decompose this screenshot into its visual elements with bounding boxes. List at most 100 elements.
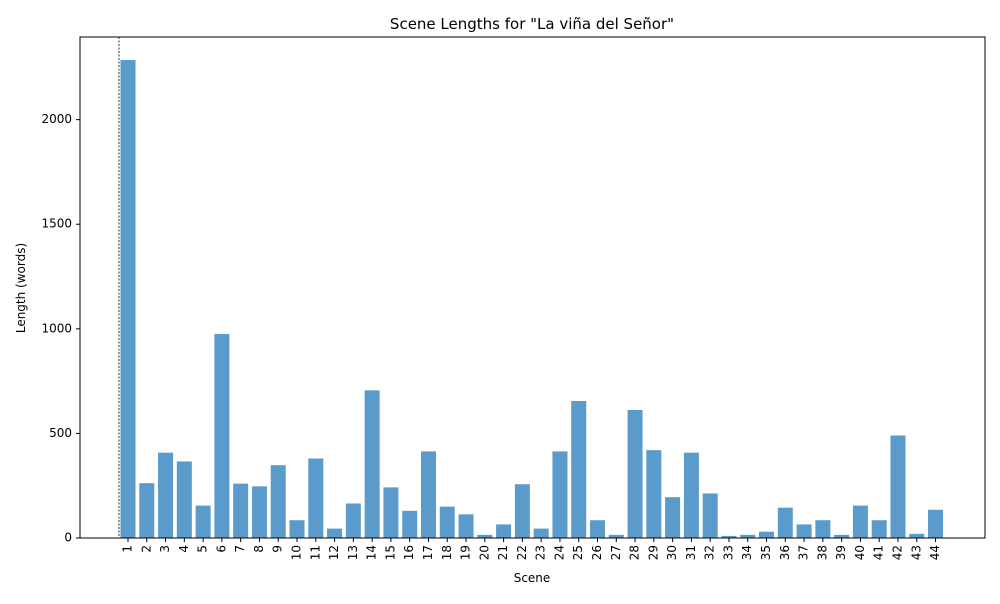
x-tick-label: 43 xyxy=(909,545,923,560)
bar-scene-19 xyxy=(458,514,474,538)
bar-scene-40 xyxy=(852,505,868,538)
bar-scene-16 xyxy=(402,510,418,538)
x-tick-label: 9 xyxy=(271,545,285,553)
y-tick-label: 500 xyxy=(49,426,72,440)
y-tick-label: 2000 xyxy=(41,112,72,126)
x-tick-label: 4 xyxy=(177,545,191,553)
x-tick-label: 31 xyxy=(684,545,698,560)
bar-scene-32 xyxy=(702,493,718,538)
x-tick-label: 8 xyxy=(252,545,266,553)
bar-scene-18 xyxy=(439,506,455,538)
bar-scene-11 xyxy=(308,458,324,538)
x-tick-label: 18 xyxy=(440,545,454,560)
x-tick-label: 24 xyxy=(552,545,566,560)
x-tick-label: 26 xyxy=(590,545,604,560)
bar-scene-25 xyxy=(571,400,587,538)
x-tick-label: 37 xyxy=(797,545,811,560)
bar-scene-23 xyxy=(533,528,549,538)
bar-scene-43 xyxy=(909,533,925,538)
x-tick-label: 1 xyxy=(121,545,135,553)
x-tick-label: 34 xyxy=(740,545,754,560)
bar-scene-21 xyxy=(496,524,512,538)
y-axis: 0 500 1000 1500 2000 xyxy=(41,112,80,545)
x-tick-label: 27 xyxy=(609,545,623,560)
x-tick-label: 25 xyxy=(571,545,585,560)
x-tick-label: 35 xyxy=(759,545,773,560)
bar-scene-35 xyxy=(759,531,775,538)
bar-scene-17 xyxy=(420,451,436,538)
chart-title: Scene Lengths for "La viña del Señor" xyxy=(390,15,674,33)
x-tick-label: 38 xyxy=(815,545,829,560)
x-tick-label: 16 xyxy=(402,545,416,560)
bar-scene-27 xyxy=(608,534,624,538)
x-tick-label: 10 xyxy=(290,545,304,560)
x-tick-label: 13 xyxy=(346,545,360,560)
x-tick-label: 39 xyxy=(834,545,848,560)
x-axis: 1 2 3 4 5 6 7 8 9 10 11 12 13 14 15 16 17 18 19 20 21 22 23 24 2… xyxy=(121,538,942,560)
bar-scene-26 xyxy=(589,520,606,538)
plot-frame xyxy=(79,36,986,539)
bar-scene-8 xyxy=(251,486,267,538)
x-tick-label: 30 xyxy=(665,545,679,560)
y-tick-label: 1500 xyxy=(41,217,72,231)
bar-scene-39 xyxy=(834,534,850,538)
y-axis-label: Length (words) xyxy=(14,243,28,333)
bar-scene-5 xyxy=(195,505,211,538)
bar-scene-3 xyxy=(158,452,174,538)
bar-scene-42 xyxy=(890,435,906,538)
x-tick-label: 32 xyxy=(703,545,717,560)
bar-scene-41 xyxy=(871,520,887,538)
bar-scene-6 xyxy=(214,334,230,538)
bar-scene-2 xyxy=(139,483,155,538)
x-tick-label: 5 xyxy=(196,545,210,553)
x-tick-label: 3 xyxy=(158,545,172,553)
bar-scene-38 xyxy=(815,520,831,538)
bar-scene-44 xyxy=(928,509,944,538)
bar-scene-12 xyxy=(327,528,343,538)
bar-scene-7 xyxy=(233,483,249,538)
y-tick-label: 1000 xyxy=(41,321,72,335)
bar-scene-22 xyxy=(514,484,530,538)
x-tick-label: 40 xyxy=(853,545,867,560)
x-tick-label: 12 xyxy=(327,545,341,560)
bar-scene-1 xyxy=(120,60,136,538)
x-tick-label: 19 xyxy=(459,545,473,560)
bar-scene-30 xyxy=(665,497,681,538)
bars-layer xyxy=(120,60,944,538)
bar-scene-14 xyxy=(364,390,380,538)
bar-scene-34 xyxy=(740,534,756,538)
x-axis-label: Scene xyxy=(514,571,551,585)
x-tick-label: 33 xyxy=(721,545,735,560)
bar-scene-37 xyxy=(796,524,812,538)
x-tick-label: 2 xyxy=(139,545,153,553)
y-tick-label: 0 xyxy=(64,531,72,545)
x-tick-label: 28 xyxy=(628,545,642,560)
x-tick-label: 42 xyxy=(890,545,904,560)
x-tick-label: 17 xyxy=(421,545,435,560)
bar-scene-10 xyxy=(289,520,305,538)
bar-scene-33 xyxy=(721,535,737,538)
x-tick-label: 7 xyxy=(233,545,247,553)
bar-scene-4 xyxy=(176,461,192,538)
x-tick-label: 44 xyxy=(928,545,942,560)
bar-scene-15 xyxy=(383,487,399,538)
x-tick-label: 41 xyxy=(872,545,886,560)
bar-scene-9 xyxy=(270,465,286,538)
bar-scene-31 xyxy=(683,452,699,538)
bar-scene-28 xyxy=(627,409,643,538)
x-tick-label: 20 xyxy=(477,545,491,560)
x-tick-label: 36 xyxy=(778,545,792,560)
bar-scene-24 xyxy=(552,451,568,538)
x-tick-label: 15 xyxy=(383,545,397,560)
x-tick-label: 11 xyxy=(308,545,322,560)
bar-scene-20 xyxy=(477,534,493,538)
bar-scene-29 xyxy=(646,450,662,538)
x-tick-label: 21 xyxy=(496,545,510,560)
bar-scene-36 xyxy=(777,507,793,538)
x-tick-label: 6 xyxy=(214,545,228,553)
bar-scene-13 xyxy=(345,503,361,538)
x-tick-label: 29 xyxy=(646,545,660,560)
x-tick-label: 22 xyxy=(515,545,529,560)
